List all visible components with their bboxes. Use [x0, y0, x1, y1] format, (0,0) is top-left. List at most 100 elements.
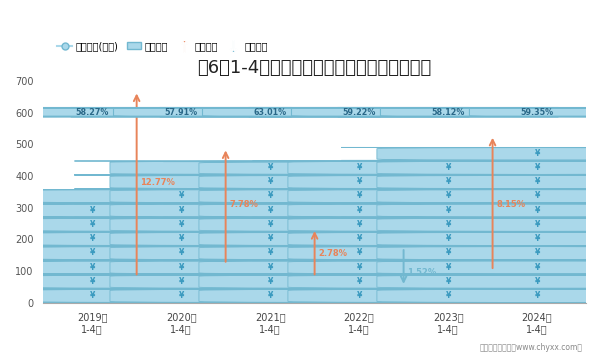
FancyBboxPatch shape — [0, 232, 377, 246]
FancyBboxPatch shape — [75, 189, 466, 203]
FancyBboxPatch shape — [163, 218, 555, 231]
Title: 近6年1-4月江西省累计原保险保费收入统计图: 近6年1-4月江西省累计原保险保费收入统计图 — [198, 59, 432, 77]
Text: 59.35%: 59.35% — [520, 108, 554, 117]
FancyBboxPatch shape — [75, 175, 466, 189]
Text: ¥: ¥ — [267, 206, 273, 215]
FancyBboxPatch shape — [252, 189, 601, 203]
FancyBboxPatch shape — [163, 289, 555, 303]
FancyBboxPatch shape — [163, 175, 555, 189]
FancyBboxPatch shape — [252, 175, 601, 189]
FancyBboxPatch shape — [341, 189, 601, 203]
FancyBboxPatch shape — [252, 246, 601, 260]
FancyBboxPatch shape — [0, 261, 288, 274]
FancyBboxPatch shape — [252, 218, 601, 231]
FancyBboxPatch shape — [163, 232, 555, 246]
Text: ¥: ¥ — [356, 163, 362, 172]
FancyBboxPatch shape — [0, 204, 377, 217]
Text: ¥: ¥ — [534, 263, 540, 272]
Text: ¥: ¥ — [178, 192, 184, 200]
Text: ¥: ¥ — [267, 163, 273, 172]
Text: 7.78%: 7.78% — [229, 200, 258, 209]
FancyBboxPatch shape — [249, 108, 601, 117]
FancyBboxPatch shape — [0, 246, 377, 260]
Legend: 累计保费(亿元), 寿险占比, 同比增加, 同比减少: 累计保费(亿元), 寿险占比, 同比增加, 同比减少 — [53, 37, 272, 55]
FancyBboxPatch shape — [341, 147, 601, 160]
Text: ¥: ¥ — [178, 291, 184, 300]
FancyBboxPatch shape — [75, 218, 466, 231]
Text: ¥: ¥ — [445, 234, 451, 243]
Text: ¥: ¥ — [267, 263, 273, 272]
Text: ¥: ¥ — [356, 220, 362, 229]
FancyBboxPatch shape — [0, 275, 288, 288]
Text: ¥: ¥ — [534, 234, 540, 243]
FancyBboxPatch shape — [0, 289, 288, 303]
FancyBboxPatch shape — [0, 108, 291, 117]
Text: ¥: ¥ — [534, 220, 540, 229]
FancyBboxPatch shape — [341, 161, 601, 174]
Text: 制图：智研咨询（www.chyxx.com）: 制图：智研咨询（www.chyxx.com） — [480, 344, 583, 352]
Text: ¥: ¥ — [356, 248, 362, 257]
FancyBboxPatch shape — [163, 261, 555, 274]
Text: ¥: ¥ — [267, 234, 273, 243]
Text: ¥: ¥ — [90, 263, 95, 272]
FancyBboxPatch shape — [252, 261, 601, 274]
FancyBboxPatch shape — [75, 289, 466, 303]
FancyBboxPatch shape — [252, 289, 601, 303]
Text: ¥: ¥ — [534, 177, 540, 186]
Text: ¥: ¥ — [90, 291, 95, 300]
FancyBboxPatch shape — [252, 161, 601, 174]
FancyBboxPatch shape — [0, 261, 377, 274]
Text: ¥: ¥ — [178, 277, 184, 286]
FancyBboxPatch shape — [0, 108, 380, 117]
Text: ¥: ¥ — [267, 248, 273, 257]
Text: 1.52%: 1.52% — [407, 268, 436, 277]
Text: 63.01%: 63.01% — [254, 108, 287, 117]
Text: ¥: ¥ — [534, 248, 540, 257]
Text: 12.77%: 12.77% — [140, 178, 175, 187]
FancyBboxPatch shape — [163, 275, 555, 288]
FancyBboxPatch shape — [341, 289, 601, 303]
FancyBboxPatch shape — [341, 218, 601, 231]
Text: ¥: ¥ — [445, 206, 451, 215]
FancyBboxPatch shape — [75, 161, 466, 174]
Text: 59.22%: 59.22% — [343, 108, 376, 117]
Text: ¥: ¥ — [267, 177, 273, 186]
Text: ¥: ¥ — [356, 177, 362, 186]
FancyBboxPatch shape — [75, 246, 466, 260]
FancyBboxPatch shape — [0, 218, 377, 231]
Text: ¥: ¥ — [90, 234, 95, 243]
FancyBboxPatch shape — [75, 232, 466, 246]
Text: ¥: ¥ — [267, 291, 273, 300]
FancyBboxPatch shape — [163, 162, 555, 174]
Text: ¥: ¥ — [445, 291, 451, 300]
FancyBboxPatch shape — [163, 246, 555, 260]
Text: ¥: ¥ — [356, 206, 362, 215]
FancyBboxPatch shape — [0, 204, 288, 217]
FancyBboxPatch shape — [341, 246, 601, 260]
Text: ¥: ¥ — [356, 291, 362, 300]
FancyBboxPatch shape — [341, 232, 601, 246]
Text: ¥: ¥ — [534, 277, 540, 286]
FancyBboxPatch shape — [252, 232, 601, 246]
FancyBboxPatch shape — [0, 275, 377, 288]
FancyBboxPatch shape — [252, 204, 601, 217]
Text: ¥: ¥ — [534, 149, 540, 158]
FancyBboxPatch shape — [341, 204, 601, 217]
Text: ¥: ¥ — [445, 248, 451, 257]
FancyBboxPatch shape — [0, 246, 288, 260]
FancyBboxPatch shape — [75, 204, 466, 217]
Text: ¥: ¥ — [90, 277, 95, 286]
Text: 58.12%: 58.12% — [432, 108, 465, 117]
FancyBboxPatch shape — [0, 232, 288, 246]
FancyBboxPatch shape — [252, 275, 601, 288]
FancyBboxPatch shape — [0, 289, 377, 303]
Text: ¥: ¥ — [178, 248, 184, 257]
Text: ¥: ¥ — [445, 192, 451, 200]
FancyBboxPatch shape — [75, 275, 466, 288]
FancyBboxPatch shape — [0, 189, 377, 203]
Text: ¥: ¥ — [267, 277, 273, 286]
FancyBboxPatch shape — [0, 218, 288, 231]
FancyBboxPatch shape — [163, 204, 555, 217]
Text: ¥: ¥ — [267, 220, 273, 229]
Text: ¥: ¥ — [90, 248, 95, 257]
